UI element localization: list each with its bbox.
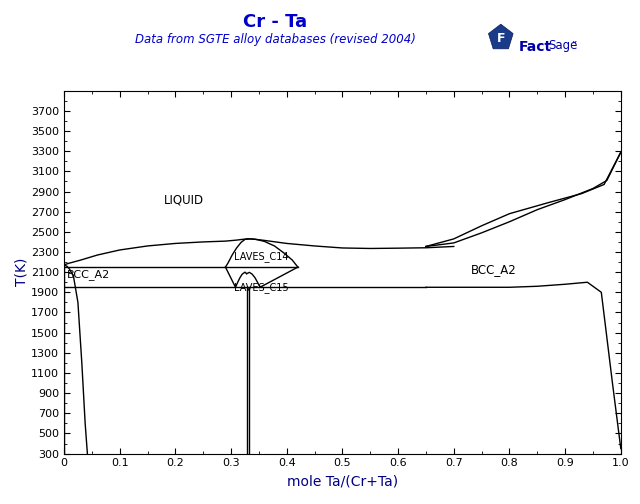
Text: LAVES_C15: LAVES_C15 [234,282,289,293]
Text: ’’: ’’ [572,41,578,51]
Text: Sage: Sage [548,39,577,52]
Text: Cr - Ta: Cr - Ta [243,13,307,31]
Y-axis label: T(K): T(K) [14,258,28,286]
Text: BCC_A2: BCC_A2 [470,263,516,276]
Text: LAVES_C14: LAVES_C14 [234,251,289,262]
X-axis label: mole Ta/(Cr+Ta): mole Ta/(Cr+Ta) [287,474,398,488]
Text: Data from SGTE alloy databases (revised 2004): Data from SGTE alloy databases (revised … [135,33,415,46]
Text: F: F [497,32,505,45]
Text: BCC_A2: BCC_A2 [67,269,110,280]
Text: LIQUID: LIQUID [164,193,204,206]
Text: Fact: Fact [518,40,552,54]
